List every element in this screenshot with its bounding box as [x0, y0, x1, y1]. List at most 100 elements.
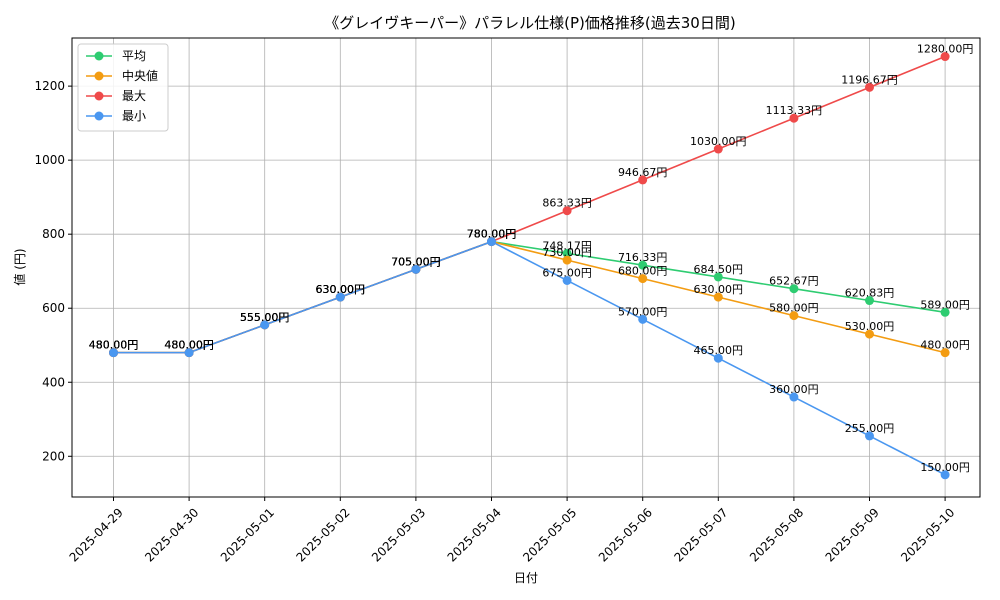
data-label: 555.00円	[240, 311, 290, 324]
data-point	[789, 284, 799, 294]
x-tick-label: 2025-05-04	[445, 505, 504, 564]
y-tick-label: 800	[42, 227, 65, 241]
data-label: 652.67円	[769, 275, 819, 288]
data-label: 630.00円	[316, 283, 366, 296]
data-point	[940, 470, 950, 480]
data-point	[940, 52, 950, 62]
series-line-4	[113, 240, 946, 476]
x-tick-label: 2025-05-10	[898, 505, 957, 564]
data-label: 589.00円	[920, 298, 970, 311]
data-label: 1030.00円	[690, 135, 747, 148]
data-label: 1280.00円	[917, 43, 974, 56]
data-point	[562, 206, 572, 216]
data-point	[411, 264, 421, 274]
data-point	[638, 175, 648, 185]
legend-marker	[94, 111, 104, 121]
data-label: 480.00円	[164, 339, 214, 352]
data-label: 730.00円	[542, 246, 592, 259]
legend-label: 最小	[122, 109, 146, 123]
legend-box	[77, 43, 169, 132]
y-tick-label: 1000	[34, 153, 65, 167]
data-label: 465.00円	[694, 344, 744, 357]
data-point	[865, 431, 874, 441]
data-label: 480.00円	[164, 339, 214, 352]
y-tick-label: 200	[42, 449, 65, 463]
data-label: 630.00円	[316, 283, 366, 296]
x-tick-label: 2025-05-09	[823, 505, 882, 564]
data-point	[260, 320, 270, 330]
data-point	[109, 348, 118, 358]
data-label: 780.00円	[467, 228, 517, 241]
data-label: 705.00円	[391, 255, 441, 268]
data-label: 480.00円	[920, 339, 970, 352]
data-label: 255.00円	[845, 422, 895, 435]
legend-label: 平均	[122, 49, 146, 63]
data-label: 748.17円	[542, 239, 592, 252]
legend-label: 最大	[122, 89, 146, 103]
data-label: 946.67円	[618, 166, 668, 179]
data-point	[940, 348, 950, 358]
series-line-1	[113, 240, 946, 354]
data-point	[713, 353, 723, 363]
data-point	[562, 248, 572, 258]
data-point	[865, 296, 874, 306]
y-tick-label: 1200	[34, 79, 65, 93]
data-label: 780.00円	[467, 228, 517, 241]
y-tick-label: 400	[42, 375, 65, 389]
x-tick-label: 2025-05-01	[218, 505, 277, 564]
y-axis-ticks: 200 400 600 800 1000 1200	[34, 79, 72, 463]
data-point	[487, 237, 496, 247]
data-point	[713, 292, 723, 302]
data-labels: 480.00円 480.00円 555.00円 630.00円 705.00円 780.0…	[89, 43, 974, 474]
data-label: 555.00円	[240, 311, 290, 324]
data-label: 570.00円	[618, 305, 668, 318]
legend-marker	[94, 91, 104, 101]
series-line-2	[113, 240, 946, 354]
data-point	[865, 329, 874, 339]
data-point	[335, 292, 345, 302]
x-axis-label: 日付	[514, 571, 538, 585]
data-label: 480.00円	[89, 339, 139, 352]
data-label: 863.33円	[542, 197, 592, 210]
data-point	[789, 311, 799, 321]
data-point	[638, 274, 648, 284]
data-point	[713, 272, 723, 282]
x-tick-label: 2025-05-06	[596, 505, 655, 564]
data-point	[713, 144, 723, 154]
data-point	[865, 82, 874, 92]
data-label: 705.00円	[391, 255, 441, 268]
data-label: 780.00円	[467, 228, 517, 241]
data-label: 150.00円	[920, 461, 970, 474]
data-label: 705.00円	[391, 255, 441, 268]
data-point	[562, 255, 572, 265]
x-axis-ticks: 2025-04-29 2025-04-30 2025-05-01 2025-05-02…	[67, 497, 957, 565]
data-point	[562, 275, 572, 285]
data-label: 580.00円	[769, 302, 819, 315]
data-label: 555.00円	[240, 311, 290, 324]
x-tick-label: 2025-05-07	[671, 505, 730, 564]
data-label: 680.00円	[618, 265, 668, 278]
data-label: 480.00円	[89, 339, 139, 352]
data-label: 555.00円	[240, 311, 290, 324]
x-tick-label: 2025-05-02	[293, 505, 352, 564]
data-label: 480.00円	[164, 339, 214, 352]
y-axis-label: 値 (円)	[12, 248, 27, 285]
series-group	[109, 52, 950, 480]
plot-frame	[71, 37, 981, 498]
x-tick-label: 2025-04-30	[142, 505, 201, 564]
data-point	[940, 307, 950, 317]
data-label: 716.33円	[618, 251, 668, 264]
data-label: 480.00円	[89, 339, 139, 352]
data-label: 620.83円	[845, 287, 895, 300]
legend-label: 中央値	[122, 68, 158, 83]
data-point	[789, 113, 799, 123]
data-label: 684.50円	[694, 263, 744, 276]
legend-marker	[94, 51, 104, 61]
data-label: 360.00円	[769, 383, 819, 396]
legend-marker	[94, 71, 104, 81]
data-point	[789, 392, 799, 402]
data-label: 630.00円	[694, 283, 744, 296]
data-label: 480.00円	[89, 339, 139, 352]
data-label: 480.00円	[164, 339, 214, 352]
